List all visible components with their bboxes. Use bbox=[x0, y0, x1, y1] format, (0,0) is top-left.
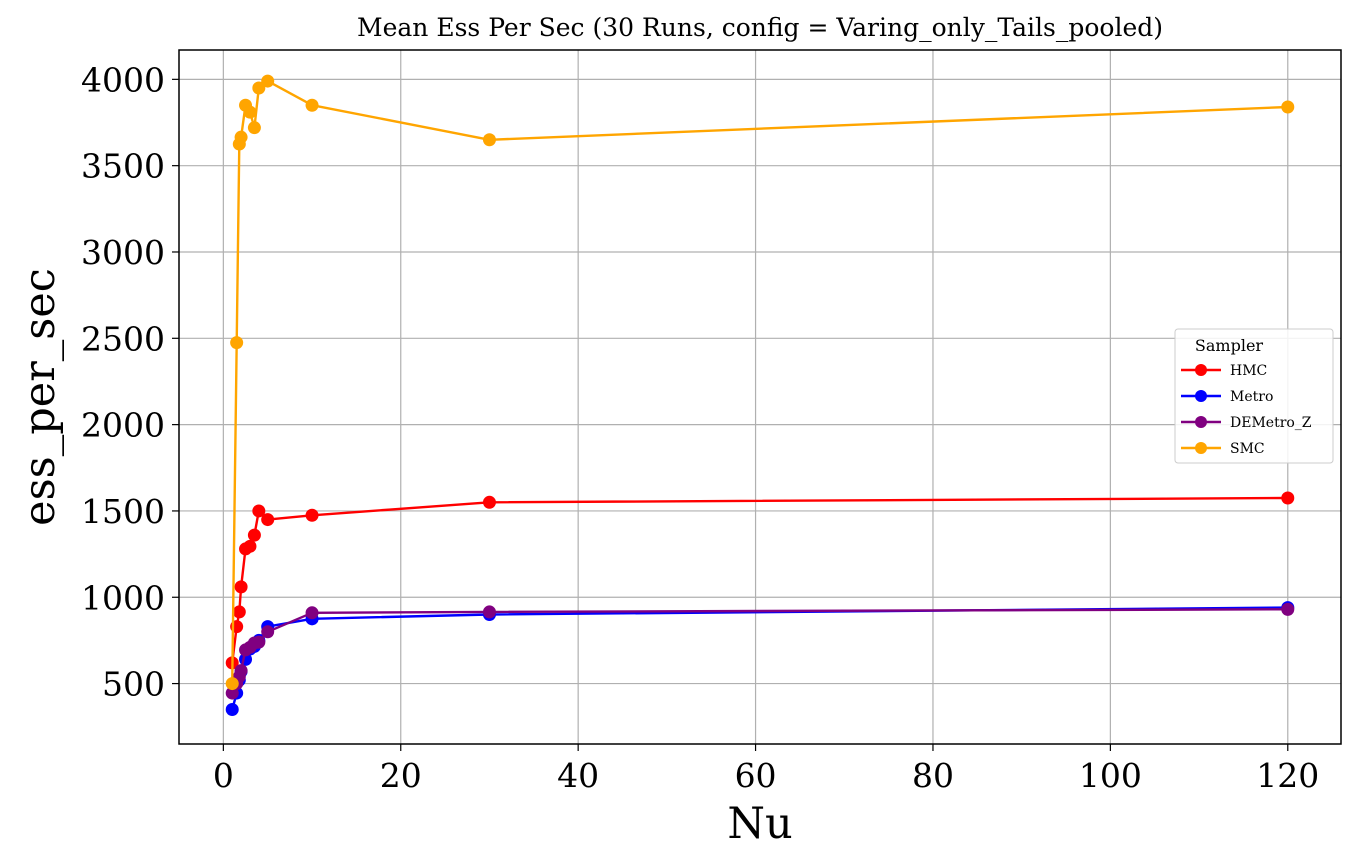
legend-swatch-marker bbox=[1195, 390, 1207, 402]
legend-item-demetro-z: DEMetro_Z bbox=[1181, 415, 1312, 431]
x-tick-label: 60 bbox=[735, 756, 777, 795]
legend: Sampler HMC Metro DEMetro_Z SMC bbox=[1174, 328, 1334, 464]
legend-label: DEMetro_Z bbox=[1230, 415, 1312, 431]
y-tick-label: 500 bbox=[102, 665, 165, 704]
data-point-demetro-z bbox=[305, 606, 319, 620]
data-point-smc bbox=[252, 81, 266, 95]
data-point-smc bbox=[225, 677, 239, 691]
x-tick-label: 20 bbox=[380, 756, 422, 795]
data-point-smc bbox=[1281, 100, 1295, 114]
data-point-demetro-z bbox=[261, 625, 275, 639]
data-point-hmc bbox=[482, 495, 496, 509]
series-hmc bbox=[225, 491, 1295, 670]
data-point-hmc bbox=[1281, 491, 1295, 505]
y-tick-label: 1000 bbox=[81, 578, 165, 617]
data-point-smc bbox=[261, 74, 275, 88]
y-tick-label: 4000 bbox=[81, 60, 165, 99]
legend-label: Metro bbox=[1230, 389, 1273, 405]
data-point-hmc bbox=[252, 504, 266, 518]
x-tick-label: 0 bbox=[213, 756, 234, 795]
legend-swatch-marker bbox=[1195, 364, 1207, 376]
series-layer bbox=[225, 74, 1295, 716]
x-tick-label: 100 bbox=[1079, 756, 1142, 795]
data-point-hmc bbox=[232, 605, 246, 619]
y-tick-label: 2500 bbox=[81, 319, 165, 358]
legend-swatch-marker bbox=[1195, 416, 1207, 428]
legend-swatch-marker bbox=[1195, 442, 1207, 454]
data-point-metro bbox=[225, 702, 239, 716]
y-tick-label: 3000 bbox=[81, 233, 165, 272]
x-tick-label: 40 bbox=[557, 756, 599, 795]
data-point-smc bbox=[234, 130, 248, 144]
data-point-demetro-z bbox=[1281, 602, 1295, 616]
axis-ticks: 0 20 40 60 80 100 120 500 1000 1500 2000 2500 3000 35… bbox=[81, 60, 1319, 795]
y-tick-label: 3500 bbox=[81, 147, 165, 186]
y-tick-label: 2000 bbox=[81, 406, 165, 445]
x-axis-label: Nu bbox=[727, 799, 792, 849]
legend-box bbox=[1174, 328, 1334, 464]
series-line-smc bbox=[231, 79, 1288, 684]
data-point-hmc bbox=[261, 513, 275, 527]
legend-item-hmc: HMC bbox=[1181, 363, 1267, 379]
data-point-hmc bbox=[234, 580, 248, 594]
legend-item-metro: Metro bbox=[1181, 389, 1273, 405]
data-point-smc bbox=[482, 133, 496, 147]
y-tick-label: 1500 bbox=[81, 492, 165, 531]
data-point-smc bbox=[305, 98, 319, 112]
plot-frame bbox=[178, 49, 1342, 745]
x-tick-label: 120 bbox=[1256, 756, 1319, 795]
data-point-hmc bbox=[247, 528, 261, 542]
legend-label: HMC bbox=[1230, 363, 1267, 379]
data-point-demetro-z bbox=[252, 635, 266, 649]
data-point-smc bbox=[247, 121, 261, 135]
legend-item-smc: SMC bbox=[1181, 441, 1265, 457]
x-tick-label: 80 bbox=[912, 756, 954, 795]
data-point-hmc bbox=[305, 508, 319, 522]
legend-title: Sampler bbox=[1195, 336, 1264, 355]
y-axis-label: ess_per_sec bbox=[15, 268, 65, 526]
data-point-demetro-z bbox=[482, 605, 496, 619]
data-point-demetro-z bbox=[234, 664, 248, 678]
series-smc bbox=[225, 74, 1295, 691]
data-point-smc bbox=[230, 336, 244, 350]
chart-title: Mean Ess Per Sec (30 Runs, config = Vari… bbox=[357, 13, 1163, 42]
data-point-smc bbox=[243, 105, 257, 119]
legend-label: SMC bbox=[1230, 441, 1265, 457]
gridlines bbox=[179, 50, 1341, 744]
data-point-hmc bbox=[243, 539, 257, 553]
